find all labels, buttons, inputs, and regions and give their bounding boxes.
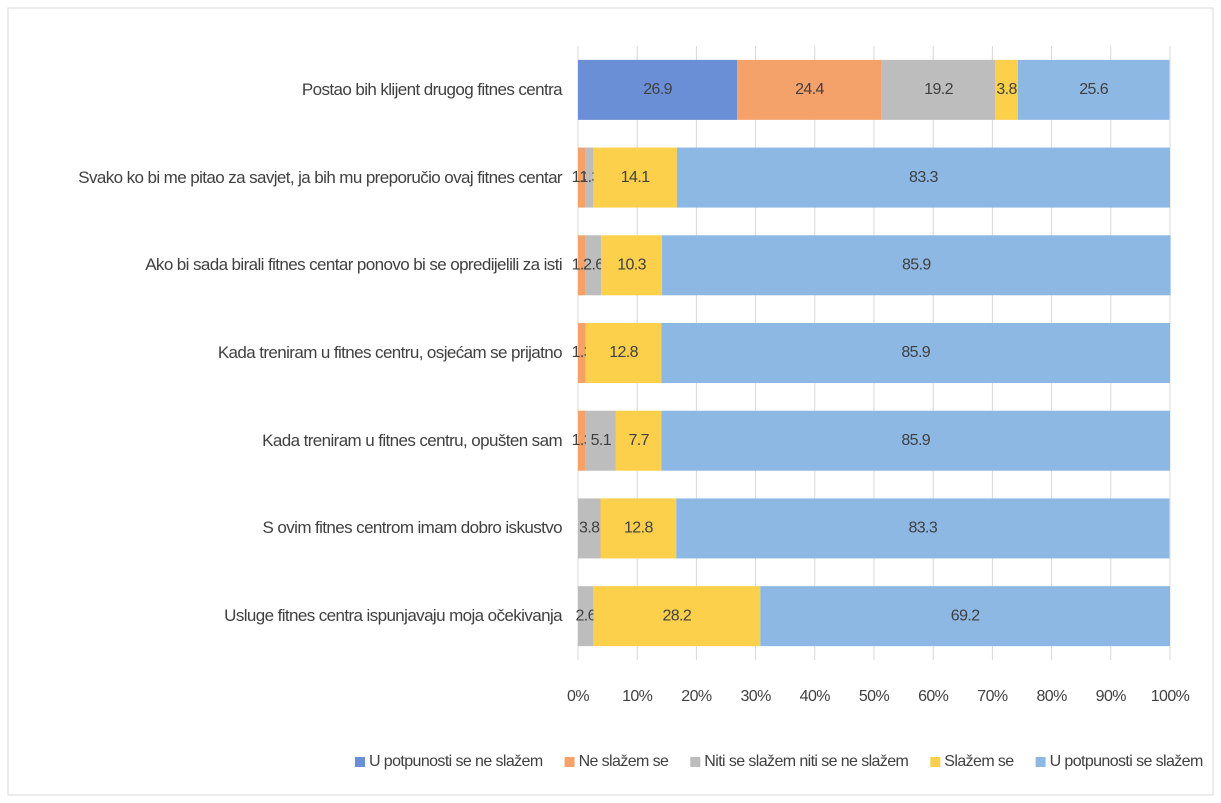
bar-segment [593, 147, 677, 208]
x-tick-label: 30% [740, 688, 771, 705]
bar-segment [995, 59, 1018, 120]
bar-segment [578, 59, 738, 120]
legend-label: Niti se slažem niti se ne slažem [704, 753, 908, 770]
x-tick-label: 70% [977, 688, 1008, 705]
x-tick-label: 80% [1036, 688, 1067, 705]
data-label: 2.6 [575, 607, 596, 624]
bar-segment [593, 586, 761, 647]
x-tick-label: 10% [622, 688, 653, 705]
legend-label: Slažem se [944, 753, 1014, 770]
bar-segment [676, 147, 1170, 208]
data-label: 85.9 [902, 257, 931, 274]
data-label: 10.3 [617, 257, 646, 274]
bar-segment [585, 410, 616, 471]
bar-segment [578, 323, 586, 383]
y-tick-label: Svako ko bi me pitao za savjet, ja bih m… [78, 167, 562, 187]
bar-segment [661, 410, 1170, 471]
legend-label: U potpunosti se slažem [1050, 753, 1203, 770]
data-label: 12.8 [624, 520, 653, 537]
y-tick-label: Usluge fitnes centra ispunjavaju moja oč… [224, 606, 562, 626]
y-tick-label: Kada treniram u fitnes centru, opušten s… [262, 430, 562, 450]
data-label: 5.1 [591, 432, 612, 449]
data-label: 19.2 [924, 81, 953, 98]
data-label: 12.8 [609, 344, 638, 361]
bar-segment [1017, 59, 1170, 120]
x-tick-label: 100% [1151, 688, 1190, 705]
x-tick-label: 90% [1096, 688, 1127, 705]
data-label: 3.8 [996, 81, 1017, 98]
legend-swatch [690, 757, 701, 767]
data-label: 85.9 [901, 432, 930, 449]
bar-segment [881, 59, 996, 120]
data-label: 3.8 [579, 520, 600, 537]
chart-border [7, 7, 1214, 796]
data-label: 83.3 [908, 520, 937, 537]
data-label: 25.6 [1079, 81, 1108, 98]
x-tick-label: 50% [859, 688, 890, 705]
data-label: 28.2 [662, 607, 691, 624]
legend-swatch [1035, 757, 1046, 767]
y-tick-label: S ovim fitnes centrom imam dobro iskustv… [262, 518, 563, 538]
data-label: 24.4 [795, 81, 824, 98]
bar-segment [661, 323, 1170, 383]
x-tick-label: 0% [567, 688, 589, 705]
legend-swatch [355, 757, 365, 767]
legend-label: Ne slažem se [579, 753, 669, 770]
bar-segment [760, 586, 1170, 647]
legend-label: U potpunosti se ne slažem [369, 753, 543, 770]
y-tick-label: Ako bi sada birali fitnes centar ponovo … [145, 255, 562, 275]
bar-segment [578, 147, 586, 208]
bar-segment [578, 498, 601, 559]
bar-segment [585, 323, 662, 383]
data-label: 7.7 [628, 432, 649, 449]
data-label: 83.3 [909, 169, 938, 186]
x-tick-label: 20% [681, 688, 712, 705]
data-label: 14.1 [621, 169, 650, 186]
legend-swatch [564, 757, 575, 767]
data-label: 85.9 [901, 344, 930, 361]
x-tick-label: 60% [918, 688, 949, 705]
y-tick-label: Postao bih klijent drugog fitnes centra [301, 79, 563, 99]
bar-segment [578, 410, 586, 471]
bar-segment [600, 498, 677, 559]
data-label: 69.2 [951, 607, 980, 624]
bar-segment [585, 147, 594, 208]
bar-segment [585, 235, 602, 296]
legend-swatch [930, 757, 941, 767]
data-label: 2.6 [583, 257, 604, 274]
bar-segment [578, 586, 594, 647]
bar-segment [601, 235, 663, 296]
y-tick-label: Kada treniram u fitnes centru, osjećam s… [217, 342, 563, 362]
bar-segment [615, 410, 662, 471]
bar-segment [737, 59, 882, 120]
data-label: 26.9 [643, 81, 672, 98]
bar-segment [578, 235, 586, 296]
x-tick-label: 40% [800, 688, 831, 705]
bar-segment [662, 235, 1171, 296]
bar-segment [676, 498, 1170, 559]
